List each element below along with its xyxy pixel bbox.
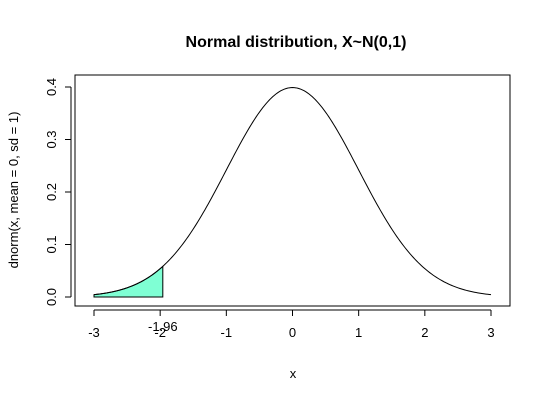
density-curve — [93, 87, 492, 296]
curve-layer — [93, 87, 492, 296]
y-tick-label: 0.3 — [44, 130, 59, 148]
x-tick-label: 0 — [289, 325, 296, 340]
x-tick-label: 1 — [355, 325, 362, 340]
y-tick-label: 0.1 — [44, 235, 59, 253]
x-axis-label: x — [290, 366, 297, 381]
shaded-tail-region — [93, 265, 164, 298]
plot-frame — [74, 74, 511, 307]
x-axis: -3 -2 -1 0 1 2 3 — [88, 309, 495, 340]
y-axis: 0.0 0.1 0.2 0.3 0.4 — [44, 78, 72, 306]
shaded-region-layer — [93, 265, 164, 298]
y-tick-label: 0.2 — [44, 183, 59, 201]
x-tick-label: -1 — [221, 325, 233, 340]
critical-value-label: -1.96 — [148, 319, 178, 334]
y-tick-label: 0.4 — [44, 78, 59, 96]
y-axis-label: dnorm(x, mean = 0, sd = 1) — [6, 112, 21, 269]
y-tick-label: 0.0 — [44, 288, 59, 306]
x-tick-label: 3 — [487, 325, 494, 340]
x-tick-label: -3 — [88, 325, 100, 340]
chart-title: Normal distribution, X~N(0,1) — [186, 34, 407, 51]
x-tick-label: -2 — [154, 325, 166, 340]
x-tick-label: 2 — [421, 325, 428, 340]
